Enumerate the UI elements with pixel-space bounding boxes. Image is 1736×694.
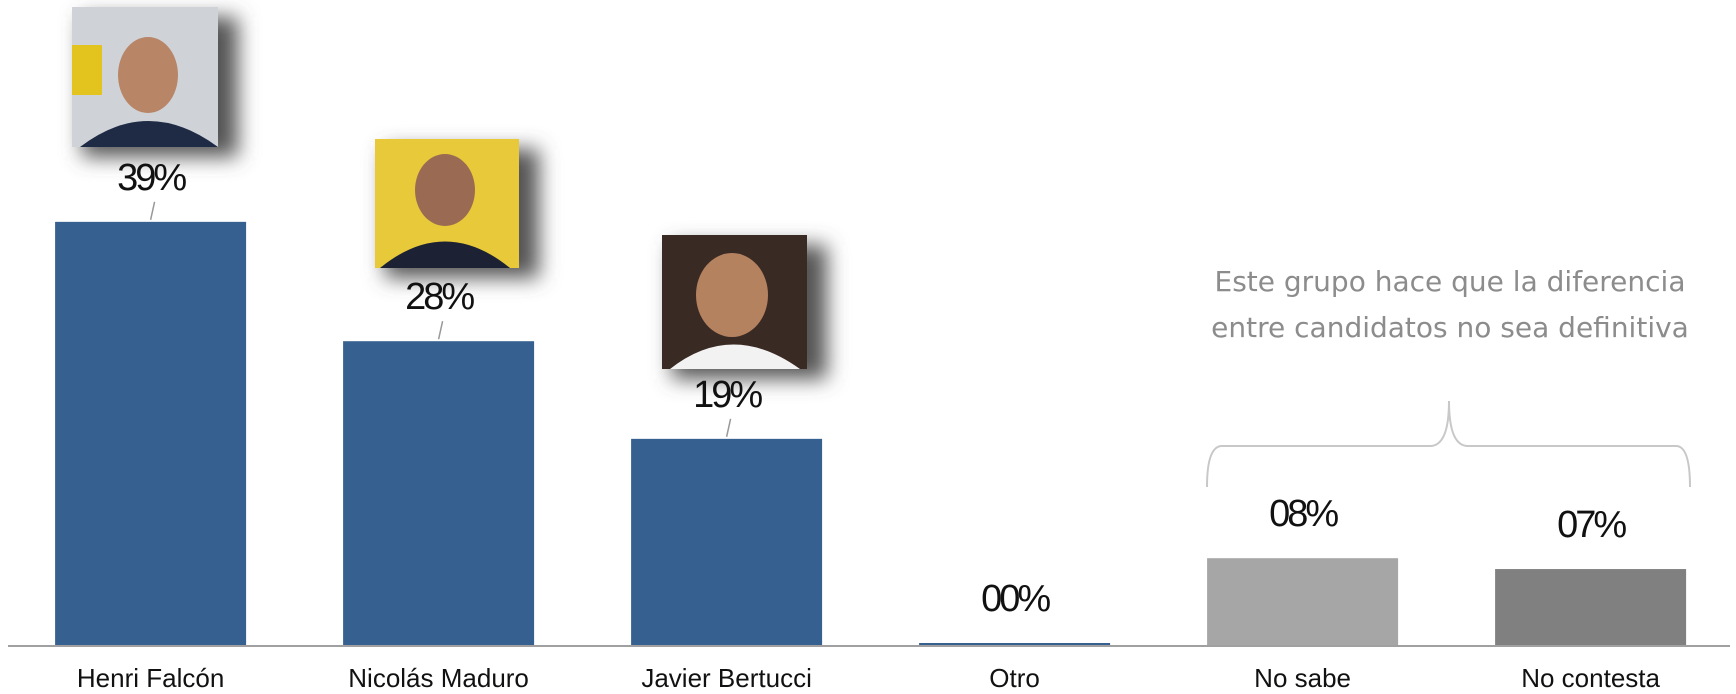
bar: [343, 341, 535, 645]
bar: [1495, 569, 1687, 645]
annotation: Este grupo hace que la diferencia: [1215, 265, 1686, 298]
photo-maduro: [375, 139, 539, 278]
value-label: 07%: [1557, 504, 1626, 546]
value-label: 08%: [1269, 493, 1338, 535]
photo-falcon: [72, 7, 238, 157]
x-tick-label: Javier Bertucci: [641, 663, 812, 693]
x-tick-label: No sabe: [1254, 663, 1351, 693]
value-label: 39%: [117, 157, 186, 199]
bar: [631, 438, 823, 645]
bar: [1207, 558, 1399, 645]
x-tick-label: Henri Falcón: [77, 663, 224, 693]
leader-line: [437, 321, 444, 340]
photo-bertucci: [662, 235, 827, 379]
value-label: 00%: [981, 578, 1050, 620]
leader-line: [149, 201, 156, 221]
value-label: 19%: [693, 374, 762, 416]
bar: [919, 643, 1111, 645]
bar: [55, 221, 247, 645]
x-tick-label: No contesta: [1521, 663, 1660, 693]
leader-line: [725, 418, 732, 438]
brace: [1206, 400, 1691, 488]
value-label: 28%: [405, 276, 474, 318]
x-tick-label: Otro: [989, 663, 1040, 693]
annotation: entre candidatos no sea definitiva: [1211, 311, 1689, 344]
x-tick-label: Nicolás Maduro: [348, 663, 529, 693]
